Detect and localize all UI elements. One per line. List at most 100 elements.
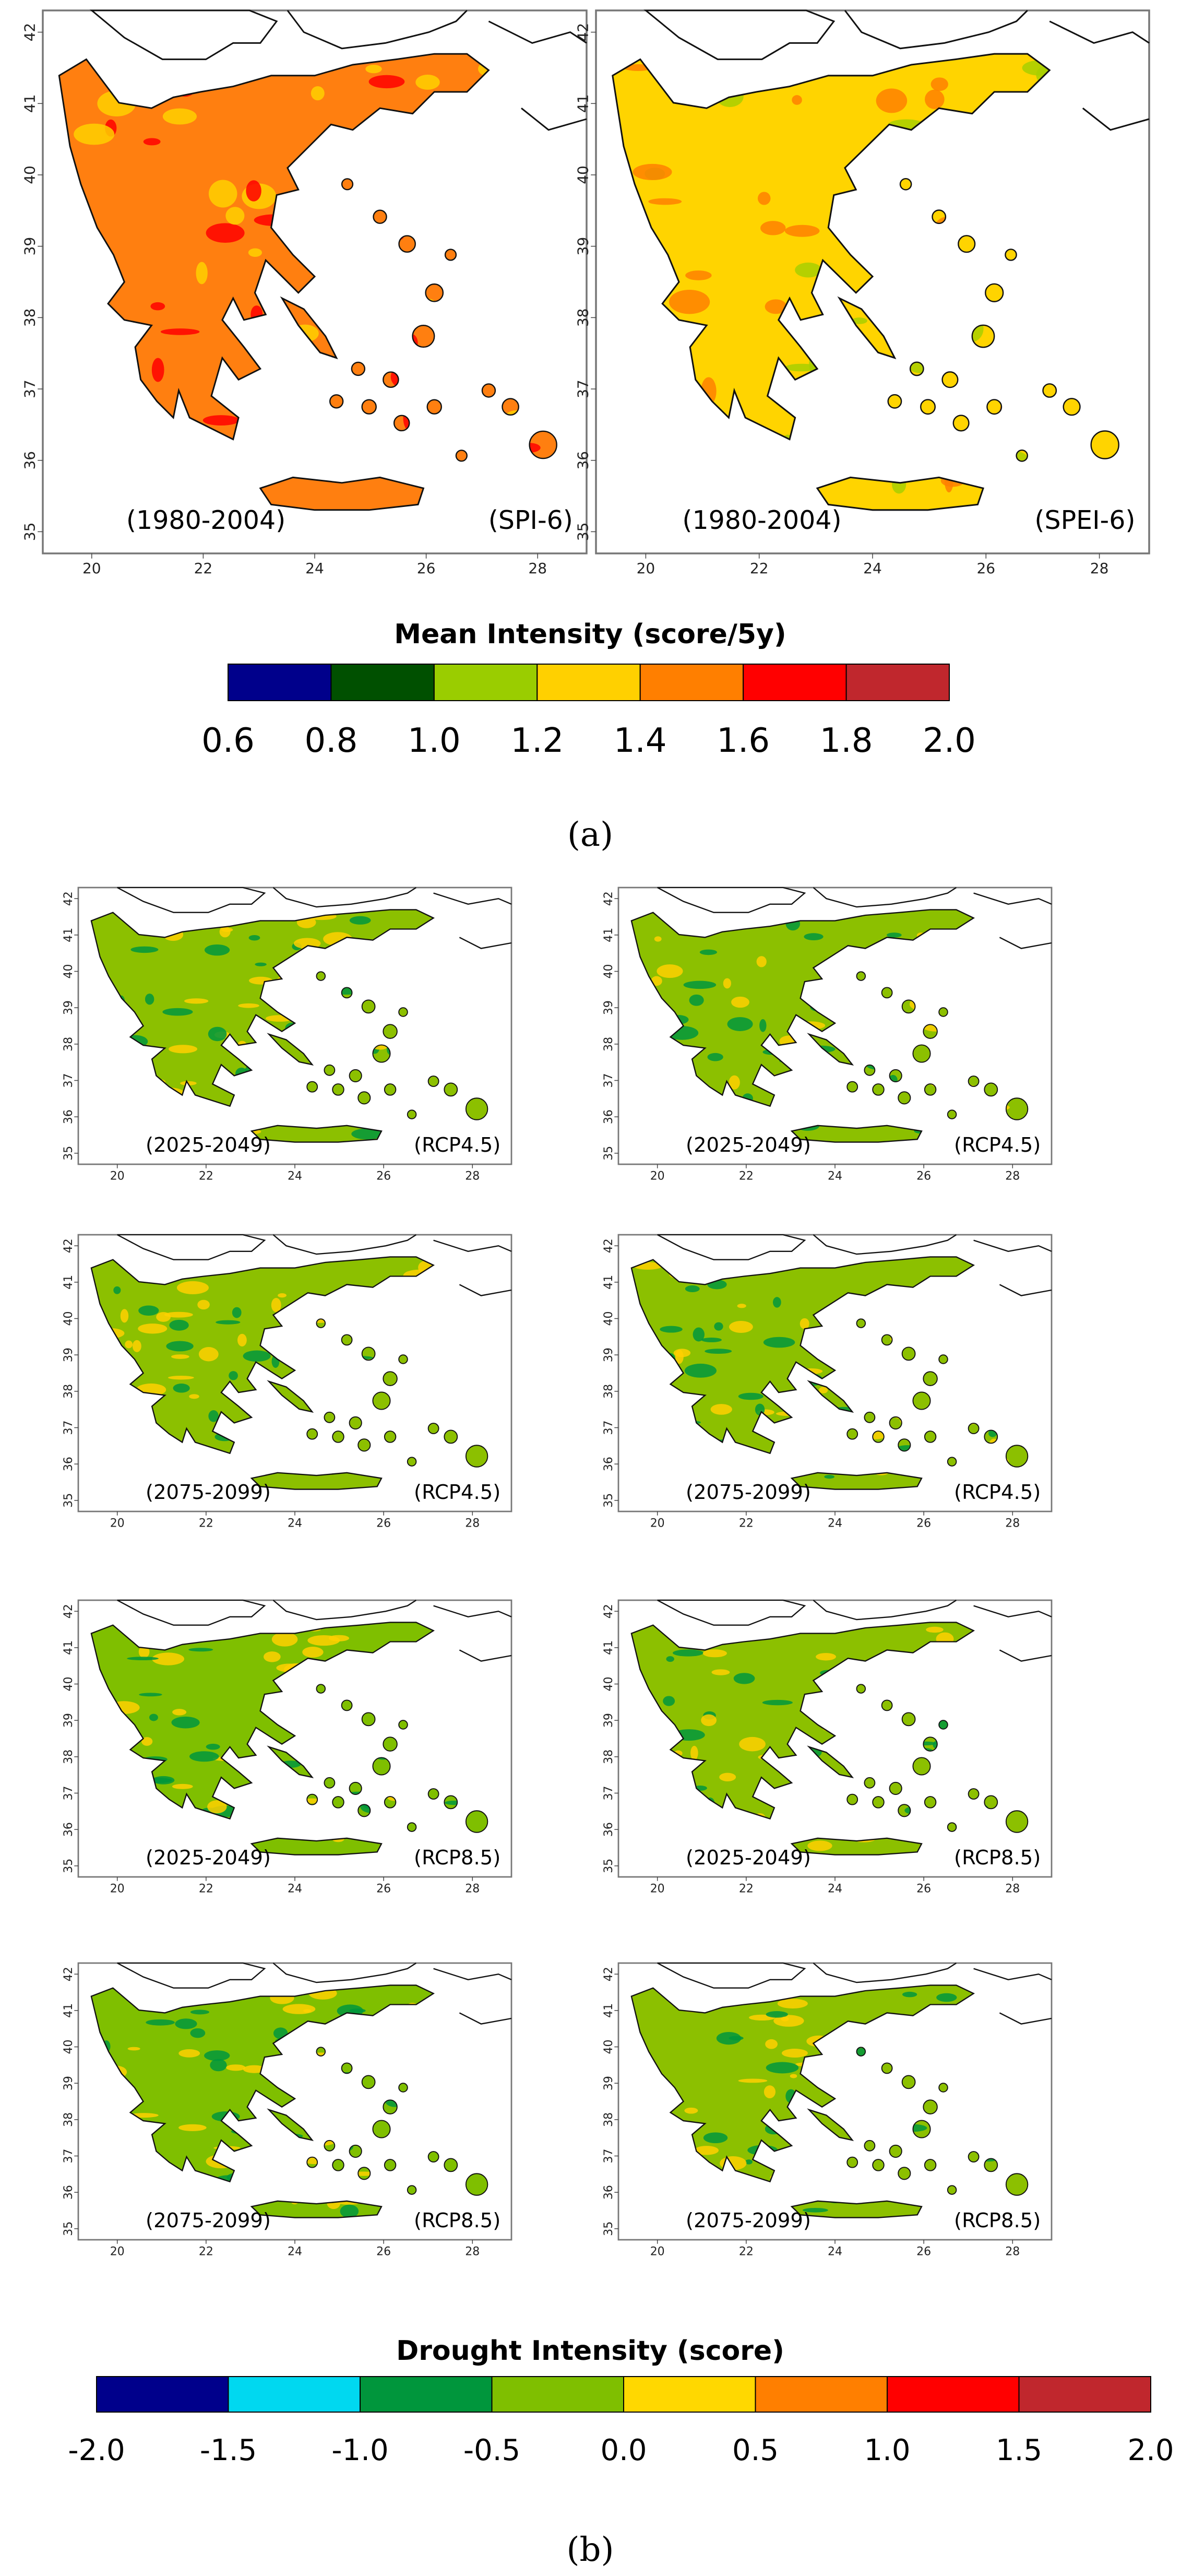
lon-tick-label: 26 xyxy=(417,560,436,577)
lon-tick-label: 20 xyxy=(110,2246,125,2259)
legend-swatch xyxy=(433,664,538,701)
lon-tick-label: 24 xyxy=(288,2246,302,2259)
legend-swatch xyxy=(228,2376,361,2413)
lon-tick-label: 28 xyxy=(465,1170,480,1183)
lon-tick-label: 22 xyxy=(199,1517,213,1530)
period-label: (2075-2099) xyxy=(146,2209,271,2232)
country-border xyxy=(117,1962,266,1989)
legend-tick-label: 1.2 xyxy=(510,722,564,760)
lat-tick-label: 42 xyxy=(602,891,615,906)
lat-tick-label: 42 xyxy=(62,891,75,906)
lat-tick-label: 38 xyxy=(21,309,39,327)
country-border xyxy=(117,1234,266,1260)
lat-tick-label: 40 xyxy=(62,1677,75,1692)
b-map-18: 42 41 40 39 38 37 36 35 20 22 24 26 28 (2075-2099) (RC… xyxy=(602,1962,1053,2259)
legend-tick-label: -0.5 xyxy=(463,2433,520,2467)
caption-a: (a) xyxy=(567,816,613,854)
lat-tick-label: 38 xyxy=(62,1384,75,1399)
country-border xyxy=(433,892,512,905)
lat-tick-label: 42 xyxy=(575,23,592,42)
period-label: (2025-2049) xyxy=(146,1846,271,1870)
country-border xyxy=(657,887,806,913)
lat-tick-label: 42 xyxy=(602,1238,615,1253)
scenario-label: (SPI-6) xyxy=(488,505,573,535)
lon-tick-label: 28 xyxy=(1005,2246,1020,2259)
country-border xyxy=(973,1968,1052,1981)
country-border xyxy=(272,887,417,908)
legend-swatch xyxy=(1018,2376,1151,2413)
lat-tick-label: 41 xyxy=(62,2003,75,2018)
lat-tick-label: 39 xyxy=(62,2076,75,2090)
lat-tick-label: 37 xyxy=(62,1420,75,1435)
lat-tick-label: 41 xyxy=(602,2003,615,2018)
mainland-outline xyxy=(90,1622,435,1820)
lon-tick-label: 24 xyxy=(828,1170,842,1183)
lat-tick-label: 42 xyxy=(62,1604,75,1618)
legend-swatch xyxy=(96,2376,229,2413)
legend-tick-label: 1.0 xyxy=(864,2433,910,2467)
b-map-15: 42 41 40 39 38 37 36 35 20 22 24 26 28 (2025-2049) (RC… xyxy=(62,1599,512,1896)
country-border xyxy=(272,1963,417,1983)
lat-tick-label: 36 xyxy=(62,1822,75,1837)
legend-title: Mean Intensity (score/5y) xyxy=(394,619,786,650)
country-border xyxy=(459,937,512,949)
country-border xyxy=(117,887,266,913)
scenario-label: (RCP4.5) xyxy=(954,1481,1041,1504)
lon-tick-label: 24 xyxy=(828,1883,842,1896)
legend-tick-label: 2.0 xyxy=(1127,2433,1174,2467)
lat-tick-label: 37 xyxy=(62,1073,75,1088)
lon-tick-label: 20 xyxy=(650,2246,665,2259)
lat-tick-label: 42 xyxy=(62,1967,75,1981)
b-map-11: 42 41 40 39 38 37 36 35 20 22 24 26 28 (2025-2049) (RC… xyxy=(62,887,512,1183)
mainland-outline xyxy=(630,1622,975,1820)
legend-swatch xyxy=(360,2376,493,2413)
lat-tick-label: 38 xyxy=(602,1384,615,1399)
country-border xyxy=(999,1649,1052,1662)
crete-outline xyxy=(790,2200,923,2218)
b-map-16: 42 41 40 39 38 37 36 35 20 22 24 26 28 (2025-2049) (RC… xyxy=(602,1599,1053,1896)
lon-tick-label: 28 xyxy=(465,1883,480,1896)
crete-outline xyxy=(816,476,984,511)
lon-tick-label: 24 xyxy=(305,560,324,577)
lat-tick-label: 36 xyxy=(602,2185,615,2200)
lat-tick-label: 42 xyxy=(62,1238,75,1253)
legend-swatch xyxy=(845,664,950,701)
country-border xyxy=(1082,108,1150,131)
period-label: (1980-2004) xyxy=(126,505,285,535)
crete-outline xyxy=(259,476,425,511)
period-label: (2075-2099) xyxy=(686,2209,811,2232)
legend-swatch xyxy=(887,2376,1020,2413)
country-border xyxy=(813,887,957,908)
legend-mean-intensity: Mean Intensity (score/5y) 0.6 0.8 1.0 1.2 1.4… xyxy=(201,619,976,760)
lat-tick-label: 40 xyxy=(62,964,75,979)
period-label: (2025-2049) xyxy=(686,1133,811,1157)
crete-outline xyxy=(790,1125,923,1143)
legend-swatch xyxy=(536,664,641,701)
country-border xyxy=(813,1600,957,1621)
lat-tick-label: 35 xyxy=(62,1493,75,1508)
lat-tick-label: 37 xyxy=(602,1073,615,1088)
lon-tick-label: 28 xyxy=(465,2246,480,2259)
country-border xyxy=(999,937,1052,949)
legend-tick-label: 1.0 xyxy=(408,722,461,760)
lon-tick-label: 22 xyxy=(739,1517,754,1530)
period-label: (2025-2049) xyxy=(146,1133,271,1157)
scenario-label: (RCP4.5) xyxy=(414,1133,500,1157)
mainland-outline xyxy=(630,1984,975,2183)
lon-tick-label: 28 xyxy=(1090,560,1109,577)
lat-tick-label: 35 xyxy=(62,2221,75,2236)
legend-drought-intensity: Drought Intensity (score) -2.0 -1.5 -1.0 -0.… xyxy=(68,2335,1174,2467)
legend-tick-label: 1.8 xyxy=(820,722,873,760)
lon-tick-label: 22 xyxy=(750,560,769,577)
lat-tick-label: 36 xyxy=(602,1822,615,1837)
scenario-label: (RCP8.5) xyxy=(954,2209,1041,2232)
lon-tick-label: 28 xyxy=(1005,1170,1020,1183)
lat-tick-label: 37 xyxy=(21,380,39,398)
period-label: (2075-2099) xyxy=(146,1481,271,1504)
crete-outline xyxy=(250,1472,383,1490)
legend-tick-label: 1.5 xyxy=(996,2433,1042,2467)
lon-tick-label: 22 xyxy=(739,1170,754,1183)
lon-tick-label: 22 xyxy=(199,1883,213,1896)
lat-tick-label: 37 xyxy=(62,1786,75,1800)
